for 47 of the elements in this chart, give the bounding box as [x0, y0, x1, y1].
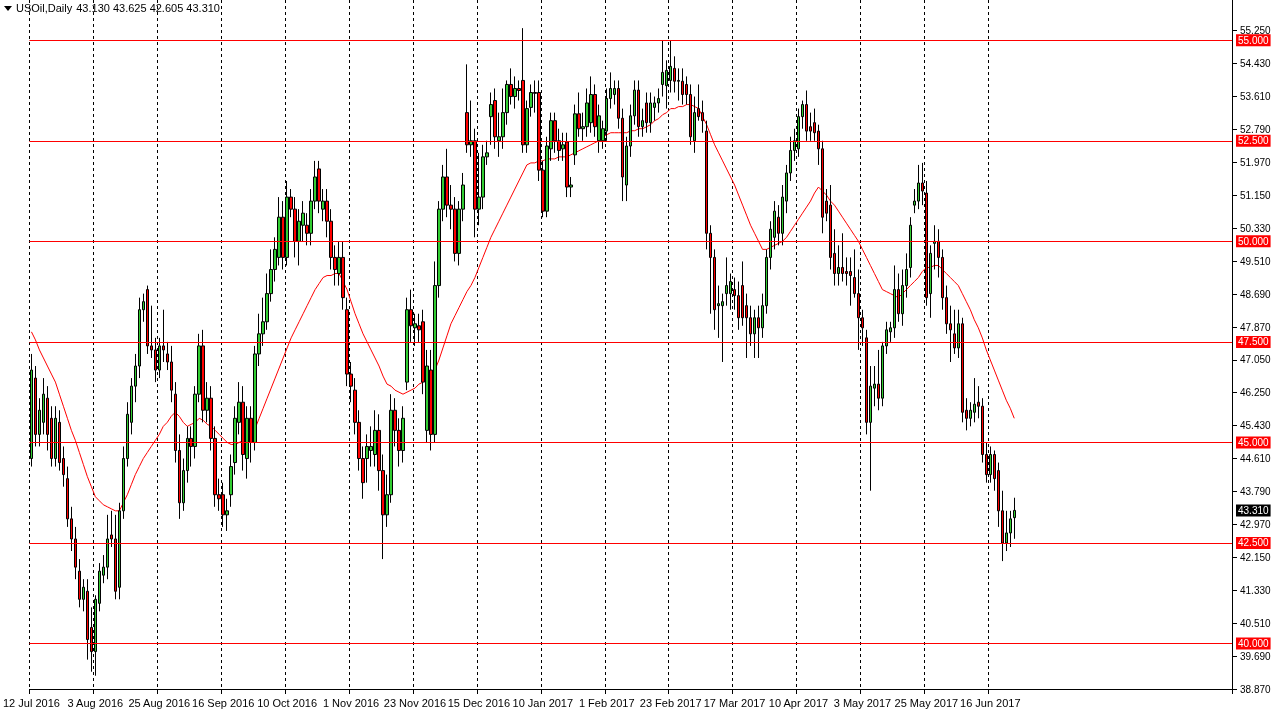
y-tick-label: 44.610	[1240, 452, 1272, 464]
x-tick-label: 25 May 2017	[894, 696, 959, 709]
x-tick-label: 10 Apr 2017	[768, 696, 829, 709]
y-tick-label: 48.690	[1240, 288, 1272, 300]
x-tick-label: 10 Oct 2016	[257, 696, 318, 709]
y-tick-label: 51.150	[1240, 189, 1272, 201]
x-tick-label: 23 Feb 2017	[639, 696, 702, 709]
ref-line-label: 52.500	[1238, 135, 1270, 147]
x-tick-label: 15 Dec 2016	[447, 696, 511, 709]
y-tick-label: 42.970	[1240, 518, 1272, 530]
ref-line-label: 47.500	[1238, 336, 1270, 348]
x-tick-label: 12 Jul 2016	[2, 696, 60, 709]
ref-line-label: 55.000	[1238, 34, 1270, 46]
x-tick-label: 25 Aug 2016	[128, 696, 191, 709]
x-tick-label: 3 Aug 2016	[67, 696, 124, 709]
x-tick-label: 17 Mar 2017	[703, 696, 766, 709]
y-tick-label: 49.510	[1240, 255, 1272, 267]
y-tick-label: 53.610	[1240, 90, 1272, 102]
y-tick-label: 52.790	[1240, 123, 1272, 135]
x-tick-label: 10 Jan 2017	[512, 696, 574, 709]
text: 43.310	[1238, 504, 1270, 516]
ref-line-label: 42.500	[1238, 537, 1270, 549]
y-tick-label: 45.430	[1240, 419, 1272, 431]
ref-line-label: 45.000	[1238, 436, 1270, 448]
y-tick-label: 41.330	[1240, 584, 1272, 596]
y-tick-label: 42.150	[1240, 551, 1272, 563]
x-tick-label: 16 Sep 2016	[192, 696, 255, 709]
y-tick-label: 47.870	[1240, 321, 1272, 333]
x-tick-label: 3 May 2017	[833, 696, 892, 709]
y-tick-label: 51.970	[1240, 156, 1272, 168]
y-tick-label: 50.330	[1240, 222, 1272, 234]
y-tick-label: 40.510	[1240, 617, 1272, 629]
y-tick-label: 54.430	[1240, 57, 1272, 69]
chart-subtitle: 43.130 43.625 42.605 43.310	[76, 2, 220, 14]
y-tick-label: 43.790	[1240, 485, 1272, 497]
x-tick-label: 1 Nov 2016	[322, 696, 380, 709]
y-tick-label: 38.870	[1240, 683, 1272, 695]
x-tick-label: 23 Nov 2016	[383, 696, 447, 709]
y-tick-label: 39.690	[1240, 650, 1272, 662]
y-tick-label: 47.050	[1240, 354, 1272, 366]
ref-line-label: 40.000	[1238, 638, 1270, 650]
y-tick-label: 46.250	[1240, 386, 1272, 398]
chart-title: USOil,Daily	[16, 2, 73, 14]
ref-line-label: 50.000	[1238, 235, 1270, 247]
y-tick-label: 55.250	[1240, 24, 1272, 36]
x-tick-label: 1 Feb 2017	[578, 696, 635, 709]
x-tick-label: 16 Jun 2017	[960, 696, 1021, 709]
